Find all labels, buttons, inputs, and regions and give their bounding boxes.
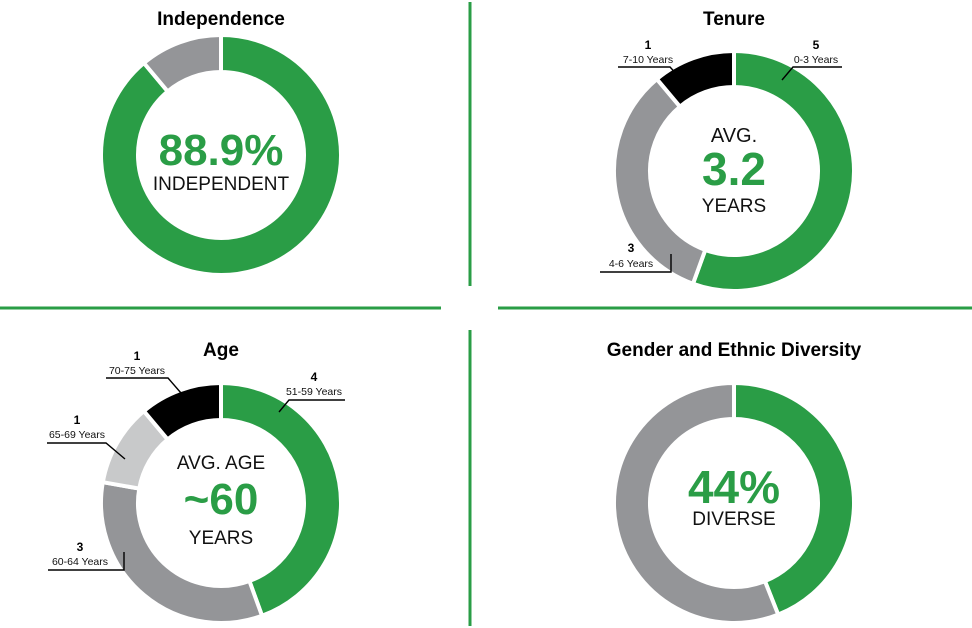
slice-label-70-75-years: 1 70-75 Years xyxy=(106,349,182,394)
slice-label: 65-69 Years xyxy=(49,429,105,441)
slice-label: 4-6 Years xyxy=(609,258,653,270)
slice-label-60-64-years: 3 60-64 Years xyxy=(48,540,125,571)
slice-label-65-69-years: 1 65-69 Years xyxy=(47,413,126,460)
slice-count: 1 xyxy=(74,413,81,427)
donut-slice-7-10-years xyxy=(654,48,736,110)
center-top: AVG. xyxy=(711,125,757,147)
donut-slice-51-59-years xyxy=(219,380,343,619)
leader-line xyxy=(618,66,681,79)
donut-slice-0 xyxy=(99,32,343,277)
center-text: YEARS xyxy=(702,196,766,217)
donut-slice-1 xyxy=(612,380,781,625)
leader-line xyxy=(48,552,125,571)
tenure-donut xyxy=(612,48,856,293)
independence-donut xyxy=(99,32,343,277)
slice-label-0-3-years: 5 0-3 Years xyxy=(781,38,842,81)
slice-count: 3 xyxy=(77,540,84,554)
slice-count: 3 xyxy=(628,241,635,255)
chart-title: Tenure xyxy=(703,9,765,30)
diversity-donut xyxy=(612,380,856,625)
donut-slice-1 xyxy=(141,32,223,95)
center-text: DIVERSE xyxy=(692,509,775,530)
leader-line xyxy=(106,377,182,394)
donut-slice-70-75-years xyxy=(141,380,223,443)
age-chart: Age AVG. AGE ~60 YEARS 4 51-59 Years 3 6… xyxy=(47,340,345,625)
slice-count: 4 xyxy=(311,370,318,384)
slice-label: 0-3 Years xyxy=(794,54,838,66)
independence-chart: Independence 88.9% INDEPENDENT xyxy=(99,9,343,277)
slice-count: 5 xyxy=(813,38,820,52)
leader-line xyxy=(47,442,126,460)
center-text: INDEPENDENT xyxy=(153,174,290,195)
donut-slice-60-64-years xyxy=(99,479,265,625)
leader-line xyxy=(600,254,672,273)
slice-count: 1 xyxy=(134,349,141,363)
center-value: 44% xyxy=(688,461,780,513)
donut-slice-0 xyxy=(732,380,856,618)
slice-label-4-6-years: 3 4-6 Years xyxy=(600,241,672,273)
diversity-chart: Gender and Ethnic Diversity 44% DIVERSE xyxy=(607,340,862,625)
chart-title: Age xyxy=(203,340,239,361)
chart-title: Gender and Ethnic Diversity xyxy=(607,340,862,361)
slice-label: 60-64 Years xyxy=(52,556,108,568)
slice-label: 70-75 Years xyxy=(109,365,165,377)
tenure-chart: Tenure AVG. 3.2 YEARS 5 0-3 Years 3 4-6 … xyxy=(600,9,856,293)
center-top: AVG. AGE xyxy=(177,453,265,474)
chart-title: Independence xyxy=(157,9,285,30)
leader-line xyxy=(278,399,345,413)
center-value: 88.9% xyxy=(159,126,284,175)
slice-label: 51-59 Years xyxy=(286,386,342,398)
age-donut xyxy=(99,380,343,625)
center-value: ~60 xyxy=(184,475,259,524)
donut-slice-0-3-years xyxy=(690,48,856,293)
slice-label-7-10-years: 1 7-10 Years xyxy=(618,38,681,79)
slice-label-51-59-years: 4 51-59 Years xyxy=(278,370,345,413)
center-text: YEARS xyxy=(189,528,253,549)
slice-count: 1 xyxy=(645,38,652,52)
slice-label: 7-10 Years xyxy=(623,54,673,66)
leader-line xyxy=(781,66,842,81)
center-value: 3.2 xyxy=(702,143,766,195)
